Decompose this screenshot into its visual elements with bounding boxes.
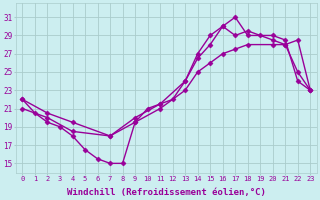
X-axis label: Windchill (Refroidissement éolien,°C): Windchill (Refroidissement éolien,°C) (67, 188, 266, 197)
